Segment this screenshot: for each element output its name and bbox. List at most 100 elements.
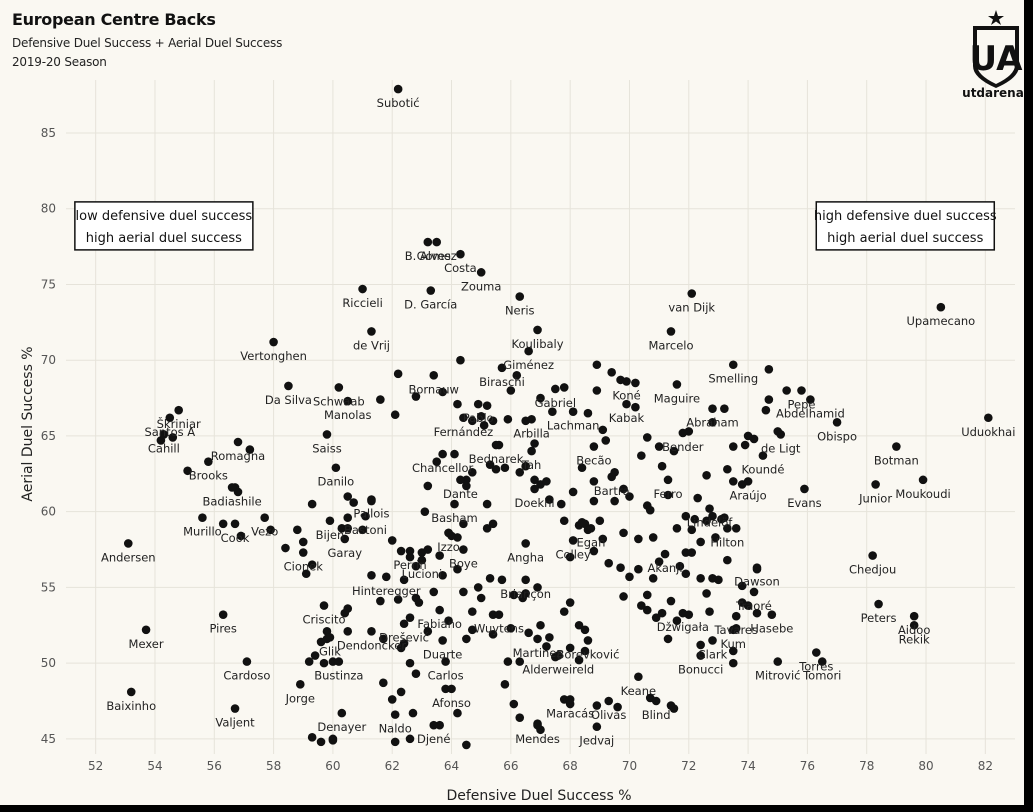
data-point [459,519,468,529]
data-point [459,587,468,597]
data-point [767,610,777,619]
data-point [874,599,883,609]
data-point [696,537,705,547]
data-point [651,696,661,706]
data-point [619,484,628,494]
x-tick-label: 76 [800,759,815,773]
data-point [832,418,842,427]
data-point [462,481,471,491]
point-label: Zouma [461,279,501,293]
point-label: Fabiano [417,617,461,631]
data-point [340,534,350,544]
data-point [574,620,584,630]
star-icon [988,10,1004,25]
point-label: Araújo [730,488,767,502]
data-point [565,643,575,653]
data-point [812,648,821,657]
point-label: Riccieli [342,296,383,310]
data-point [340,608,350,618]
point-label: Denayer [317,720,366,734]
data-point [301,569,311,579]
chart-title: European Centre Backs [12,10,216,29]
point-label: Andersen [101,550,156,564]
data-point [521,539,530,548]
data-point [752,563,762,573]
data-point [752,608,762,618]
data-point [126,687,136,697]
data-point [598,425,608,435]
data-point [435,551,444,560]
data-point [559,695,569,704]
data-point [714,575,723,585]
data-point [497,363,507,373]
data-point [307,560,317,569]
data-point [672,380,682,389]
data-point [367,495,376,504]
data-point [536,620,545,630]
data-point [462,634,471,644]
point-label: Moukoudi [895,487,950,501]
data-point [390,710,400,719]
data-point [429,720,439,730]
data-point [936,302,946,312]
data-point [565,598,575,607]
point-label: Costa [444,261,477,275]
data-point [168,433,178,442]
y-tick-label: 75 [41,277,56,291]
data-point [690,514,700,524]
data-point [233,437,243,447]
data-point [343,513,353,523]
x-tick-label: 82 [978,759,993,773]
point-label: Pires [209,622,236,636]
data-point [702,471,711,480]
point-label: Vertonghen [240,349,307,363]
data-point [343,524,353,533]
point-label: Mendes [515,732,560,746]
data-point [512,371,522,380]
data-point [405,613,415,622]
data-point [432,457,442,466]
data-point [559,516,569,526]
point-label: Lachman [547,419,600,433]
y-tick-label: 65 [41,429,56,443]
data-point [666,327,676,336]
point-label: Bednarek [469,452,524,466]
data-point [435,605,444,615]
point-label: Naldo [379,722,412,736]
data-point [702,516,711,526]
point-label: Romagna [211,449,265,463]
data-point [376,395,385,404]
annotation-text: high aerial duel success [86,231,242,246]
data-point [343,492,353,501]
data-point [515,713,525,722]
y-tick-label: 85 [41,126,56,140]
point-label: Criscito [303,613,346,627]
data-point [681,511,691,521]
data-point [396,687,406,697]
data-point [456,249,465,259]
data-point [728,360,738,370]
point-label: Maguire [654,391,700,405]
point-label: Junior [858,491,892,505]
data-point [405,658,415,668]
data-point [432,237,442,247]
data-point [295,680,305,689]
data-point [797,386,806,395]
data-point [764,395,774,404]
data-point [533,634,542,644]
data-point [423,237,433,247]
data-point [583,636,593,645]
data-point [515,657,525,666]
point-label: Dendoncker [337,638,406,652]
x-tick-label: 72 [681,759,696,773]
data-point [473,399,483,409]
point-label: Danilo [318,475,355,489]
data-point [459,413,468,423]
y-axis-label: Aerial Duel Success % [20,346,36,501]
point-label: Bustinza [314,669,363,683]
data-point [868,551,877,560]
data-point [450,449,459,459]
point-label: Borevković [557,647,620,661]
data-point [637,601,646,610]
data-point [663,634,673,644]
